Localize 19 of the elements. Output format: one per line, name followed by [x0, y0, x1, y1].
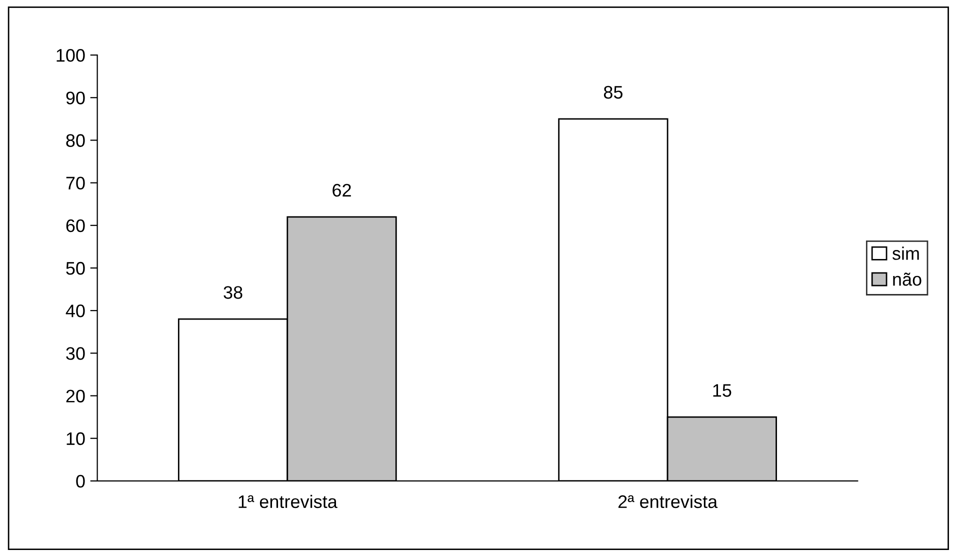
y-tick-label: 40	[66, 304, 85, 318]
data-label: 62	[332, 184, 351, 197]
y-tick-label: 80	[66, 134, 85, 147]
legend-label: não	[893, 272, 922, 286]
data-label: 85	[604, 86, 622, 99]
y-tick-label: 100	[56, 48, 85, 62]
data-label: 15	[713, 384, 732, 397]
x-tick-label: 2ª entrevista	[618, 494, 718, 508]
y-tick-label: 70	[66, 176, 85, 190]
y-tick-label: 20	[66, 390, 85, 402]
y-tick-label: 90	[66, 92, 85, 104]
y-tick-label: 10	[66, 432, 85, 446]
x-tick-label: 1ª entrevista	[238, 494, 338, 508]
y-tick-label: 50	[66, 262, 85, 275]
y-tick-label: 30	[66, 347, 85, 360]
y-tick-label: 0	[76, 474, 85, 488]
data-label: 38	[224, 286, 242, 299]
y-tick-label: 60	[66, 219, 85, 232]
legend-label: sim	[892, 246, 919, 260]
